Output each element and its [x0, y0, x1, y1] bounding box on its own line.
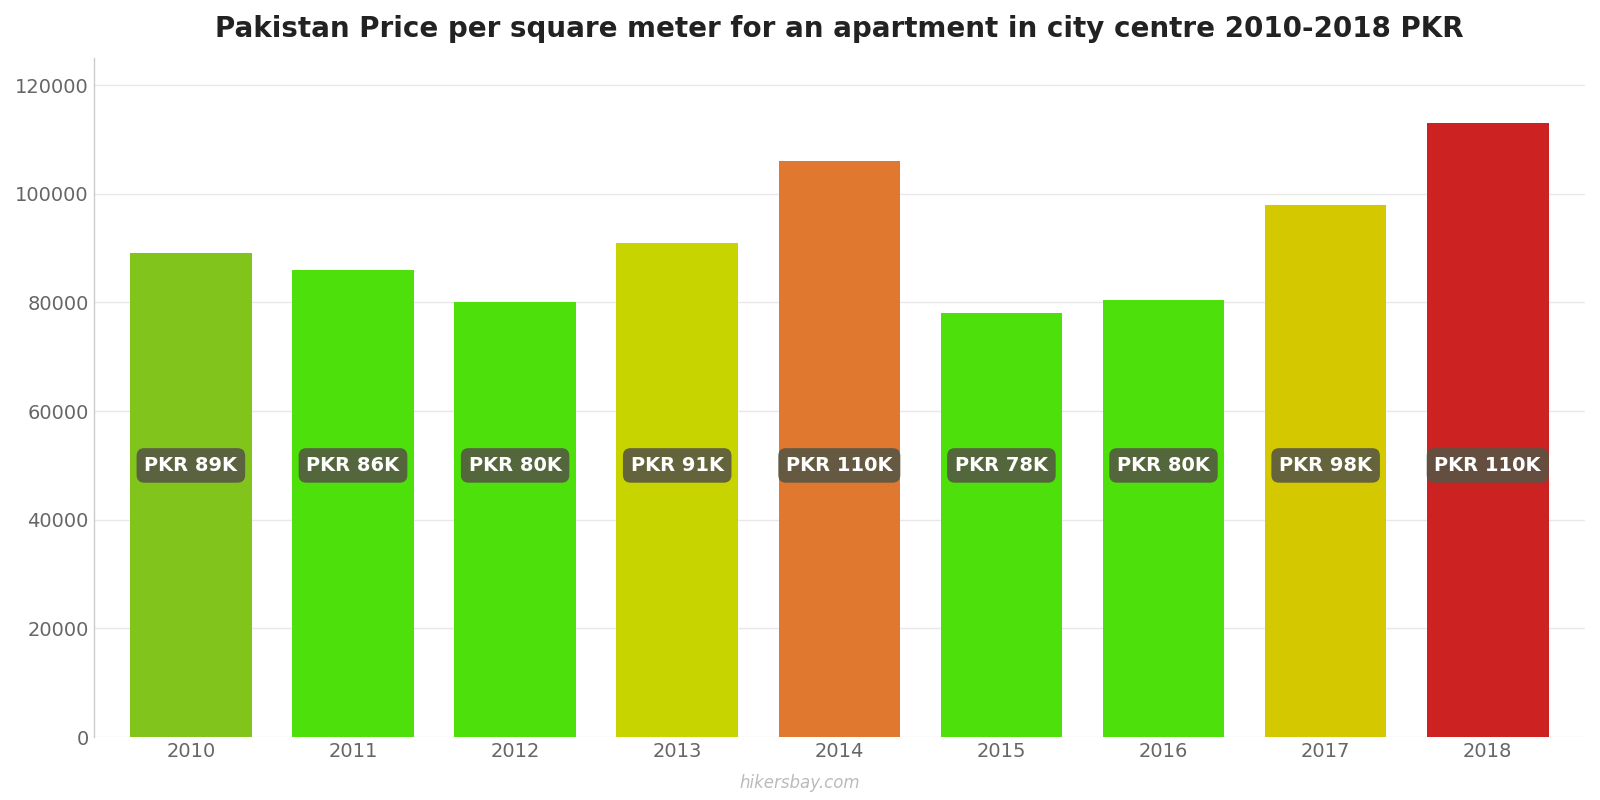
Bar	[293, 270, 414, 737]
Text: PKR 78K: PKR 78K	[955, 456, 1048, 475]
Text: PKR 98K: PKR 98K	[1278, 456, 1373, 475]
Title: Pakistan Price per square meter for an apartment in city centre 2010-2018 PKR: Pakistan Price per square meter for an a…	[214, 15, 1464, 43]
Text: PKR 110K: PKR 110K	[1435, 456, 1541, 475]
Bar	[941, 314, 1062, 737]
Text: PKR 110K: PKR 110K	[786, 456, 893, 475]
Bar	[1427, 123, 1549, 737]
Text: PKR 80K: PKR 80K	[469, 456, 562, 475]
Bar	[454, 302, 576, 737]
Bar	[616, 242, 738, 737]
Text: PKR 80K: PKR 80K	[1117, 456, 1210, 475]
Bar	[1102, 300, 1224, 737]
Bar	[779, 161, 901, 737]
Text: PKR 91K: PKR 91K	[630, 456, 723, 475]
Text: PKR 89K: PKR 89K	[144, 456, 237, 475]
Bar	[130, 254, 251, 737]
Text: PKR 86K: PKR 86K	[307, 456, 400, 475]
Text: hikersbay.com: hikersbay.com	[739, 774, 861, 792]
Bar	[1266, 205, 1387, 737]
